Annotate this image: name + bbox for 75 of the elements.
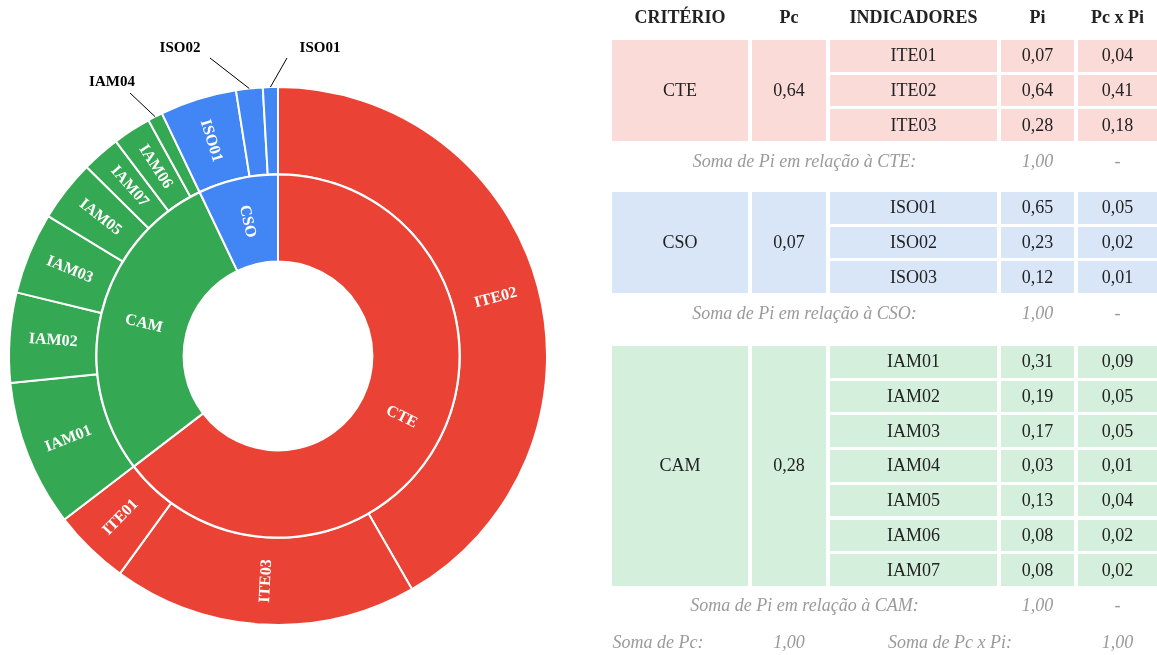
text: CAM (612, 346, 748, 586)
slice-label: ISO01 (299, 38, 341, 55)
text: IAM02 (830, 380, 997, 413)
text: 0,64 (1001, 74, 1074, 107)
text: 0,13 (1001, 484, 1074, 517)
text: ISO01 (830, 192, 997, 224)
text: 0,23 (1001, 226, 1074, 259)
text: Soma de Pc: (612, 630, 704, 654)
text: Soma de Pi em relação à CSO: (691, 301, 918, 325)
text: 0,18 (1078, 109, 1157, 142)
slice-label: ITE03 (254, 558, 275, 604)
slice-label: IAM04 (89, 72, 136, 89)
text: ISO02 (830, 226, 997, 259)
slice-label: ISO02 (159, 38, 201, 55)
text: 0,08 (1001, 554, 1074, 586)
text: 0,09 (1078, 346, 1157, 378)
text: 1,00 (1020, 301, 1055, 325)
text: 0,08 (1001, 519, 1074, 552)
slice-label: CAM (123, 309, 165, 336)
text: Soma de Pi em relação à CTE: (691, 149, 918, 173)
text: 1,00 (1100, 630, 1135, 654)
text: 1,00 (772, 630, 806, 654)
text: 0,17 (1001, 415, 1074, 448)
text: ITE01 (830, 40, 997, 72)
text: 0,28 (752, 346, 826, 586)
text: 0,07 (1001, 40, 1074, 72)
text: IAM04 (830, 450, 997, 482)
text: CRITÉRIO (633, 5, 727, 29)
text: CSO (612, 192, 748, 294)
text: - (1113, 301, 1122, 325)
text: Soma de Pc x Pi: (887, 630, 1013, 654)
text: IAM06 (830, 519, 997, 552)
slice-label: IAM03 (44, 251, 97, 286)
text: ISO03 (830, 261, 997, 294)
text: INDICADORES (848, 5, 979, 29)
text: 0,05 (1078, 415, 1157, 448)
text: Soma de Pi em relação à CAM: (689, 594, 920, 618)
text: 0,12 (1001, 261, 1074, 294)
text: IAM03 (830, 415, 997, 448)
text: 0,64 (752, 40, 826, 142)
slice-label: IAM02 (28, 328, 79, 350)
text: Pi (1028, 5, 1047, 29)
text: CTE (612, 40, 748, 142)
text: 0,28 (1001, 109, 1074, 142)
text: IAM07 (830, 554, 997, 586)
slice-label: ISO01 (197, 117, 227, 164)
text: 0,31 (1001, 346, 1074, 378)
slice-label: CSO (236, 203, 261, 240)
slice-label: CTE (383, 400, 421, 431)
text: 0,41 (1078, 74, 1157, 107)
text: 0,04 (1078, 484, 1157, 517)
text: 0,03 (1001, 450, 1074, 482)
text: 0,04 (1078, 40, 1157, 72)
text: 0,02 (1078, 519, 1157, 552)
text: 0,01 (1078, 450, 1157, 482)
text: - (1113, 149, 1122, 173)
text: 0,01 (1078, 261, 1157, 294)
text: 0,65 (1001, 192, 1074, 224)
text: 0,05 (1078, 192, 1157, 224)
text: Pc x Pi (1090, 5, 1145, 29)
text: IAM05 (830, 484, 997, 517)
text: IAM01 (830, 346, 997, 378)
slice-label: IAM01 (42, 420, 94, 455)
text: 0,07 (752, 192, 826, 294)
text: 0,19 (1001, 380, 1074, 413)
text: ITE03 (830, 109, 997, 142)
slice-label: ITE02 (472, 282, 519, 311)
text: 0,05 (1078, 380, 1157, 413)
text: Pc (778, 5, 800, 29)
text: 0,02 (1078, 226, 1157, 259)
text: - (1113, 594, 1122, 618)
text: 1,00 (1020, 594, 1055, 618)
text: ITE02 (830, 74, 997, 107)
text: 0,02 (1078, 554, 1157, 586)
text: 1,00 (1020, 149, 1055, 173)
